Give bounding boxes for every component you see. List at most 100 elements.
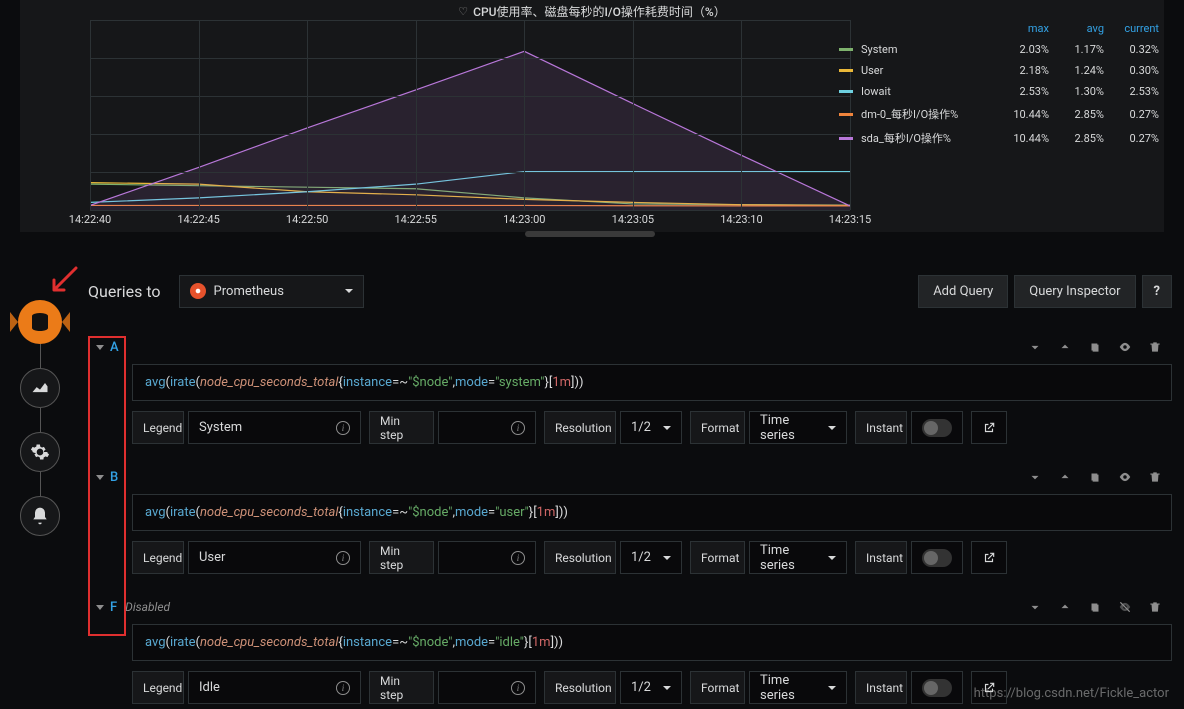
series-max: 2.18% bbox=[994, 64, 1049, 77]
tab-alert[interactable] bbox=[20, 496, 60, 536]
query-expression-input[interactable]: avg(irate(node_cpu_seconds_total{instanc… bbox=[132, 624, 1172, 661]
query-row-header[interactable]: B bbox=[88, 466, 1172, 488]
collapse-caret-icon[interactable] bbox=[96, 475, 104, 480]
query-row: B avg(irate(node_cpu_seconds_total{insta… bbox=[88, 466, 1172, 574]
series-max: 10.44% bbox=[994, 132, 1049, 145]
chart-area[interactable]: 0%2.500%5.000%7.500%10.000%12.500% 14:22… bbox=[55, 20, 855, 225]
legend-col-max[interactable]: max bbox=[994, 22, 1049, 35]
trash-icon[interactable] bbox=[1148, 470, 1162, 484]
query-expression-input[interactable]: avg(irate(node_cpu_seconds_total{instanc… bbox=[132, 494, 1172, 531]
legend-row[interactable]: System 2.03% 1.17% 0.32% bbox=[839, 39, 1159, 60]
info-icon[interactable]: i bbox=[336, 551, 350, 565]
query-row-header[interactable]: F Disabled bbox=[88, 596, 1172, 618]
move-down-icon[interactable] bbox=[1028, 340, 1042, 354]
resolution-select[interactable]: 1/2 bbox=[620, 541, 682, 574]
info-icon[interactable]: i bbox=[511, 681, 525, 695]
legend-input[interactable]: Useri bbox=[188, 541, 361, 574]
move-up-icon[interactable] bbox=[1058, 340, 1072, 354]
move-up-icon[interactable] bbox=[1058, 600, 1072, 614]
series-avg: 2.85% bbox=[1049, 108, 1104, 121]
watermark: https://blog.csdn.net/Fickle_actor bbox=[974, 686, 1169, 701]
query-options-row: Legend Systemi Min step i Resolution 1/2… bbox=[132, 411, 1172, 444]
trash-icon[interactable] bbox=[1148, 340, 1162, 354]
x-tick: 14:23:00 bbox=[503, 213, 545, 226]
legend-swatch bbox=[839, 48, 853, 51]
format-select[interactable]: Time series bbox=[749, 541, 847, 574]
minstep-input[interactable]: i bbox=[438, 671, 536, 704]
format-select[interactable]: Time series bbox=[749, 671, 847, 704]
eye-icon[interactable] bbox=[1118, 470, 1132, 484]
minstep-input[interactable]: i bbox=[438, 411, 536, 444]
format-label: Format bbox=[690, 541, 745, 574]
trash-icon[interactable] bbox=[1148, 600, 1162, 614]
query-letter: A bbox=[110, 340, 119, 355]
instant-toggle[interactable] bbox=[911, 411, 963, 444]
caret-down-icon bbox=[663, 426, 671, 430]
legend-row[interactable]: User 2.18% 1.24% 0.30% bbox=[839, 60, 1159, 81]
legend-row[interactable]: Iowait 2.53% 1.30% 2.53% bbox=[839, 81, 1159, 102]
format-label: Format bbox=[690, 411, 745, 444]
help-button[interactable]: ? bbox=[1142, 275, 1172, 308]
legend-input[interactable]: Systemi bbox=[188, 411, 361, 444]
resolution-label: Resolution bbox=[544, 671, 616, 704]
graph-panel: ♡ CPU使用率、磁盘每秒的I/O操作耗费时间（%） 0%2.500%5.000… bbox=[20, 0, 1164, 232]
panel-title: CPU使用率、磁盘每秒的I/O操作耗费时间（%） bbox=[473, 3, 726, 20]
eye-off-icon[interactable] bbox=[1118, 600, 1132, 614]
datasource-select[interactable]: Prometheus bbox=[179, 275, 364, 308]
move-up-icon[interactable] bbox=[1058, 470, 1072, 484]
caret-down-icon bbox=[828, 556, 836, 560]
series-current: 2.53% bbox=[1104, 85, 1159, 98]
caret-down-icon bbox=[828, 686, 836, 690]
legend-col-current[interactable]: current bbox=[1104, 22, 1159, 35]
legend-input[interactable]: Idlei bbox=[188, 671, 361, 704]
eye-icon[interactable] bbox=[1118, 340, 1132, 354]
series-max: 2.53% bbox=[994, 85, 1049, 98]
x-tick: 14:22:55 bbox=[394, 213, 436, 226]
move-down-icon[interactable] bbox=[1028, 600, 1042, 614]
add-query-button[interactable]: Add Query bbox=[918, 275, 1008, 308]
series-current: 0.32% bbox=[1104, 43, 1159, 56]
info-icon[interactable]: i bbox=[336, 421, 350, 435]
info-icon[interactable]: i bbox=[511, 551, 525, 565]
minstep-label: Min step bbox=[369, 411, 434, 444]
tab-queries[interactable] bbox=[18, 300, 62, 344]
info-icon[interactable]: i bbox=[336, 681, 350, 695]
resolution-select[interactable]: 1/2 bbox=[620, 671, 682, 704]
instant-toggle[interactable] bbox=[911, 541, 963, 574]
disabled-label: Disabled bbox=[125, 600, 170, 614]
legend-col-avg[interactable]: avg bbox=[1049, 22, 1104, 35]
legend-row[interactable]: sda_每秒I/O操作% 10.44% 2.85% 0.27% bbox=[839, 126, 1159, 150]
minstep-input[interactable]: i bbox=[438, 541, 536, 574]
legend-table: max avg current System 2.03% 1.17% 0.32%… bbox=[839, 22, 1159, 150]
series-avg: 1.30% bbox=[1049, 85, 1104, 98]
editor-sidebar bbox=[10, 300, 70, 536]
x-tick: 14:22:45 bbox=[177, 213, 219, 226]
duplicate-icon[interactable] bbox=[1088, 340, 1102, 354]
tab-general[interactable] bbox=[20, 432, 60, 472]
series-name: sda_每秒I/O操作% bbox=[861, 130, 994, 146]
query-row-header[interactable]: A bbox=[88, 336, 1172, 358]
move-down-icon[interactable] bbox=[1028, 470, 1042, 484]
query-expression-input[interactable]: avg(irate(node_cpu_seconds_total{instanc… bbox=[132, 364, 1172, 401]
series-avg: 2.85% bbox=[1049, 132, 1104, 145]
format-select[interactable]: Time series bbox=[749, 411, 847, 444]
instant-toggle[interactable] bbox=[911, 671, 963, 704]
query-options-row: Legend Useri Min step i Resolution 1/2 F… bbox=[132, 541, 1172, 574]
query-header: Queries to Prometheus Add Query Query In… bbox=[88, 268, 1172, 314]
external-link-button[interactable] bbox=[971, 411, 1007, 444]
external-link-button[interactable] bbox=[971, 541, 1007, 574]
query-inspector-button[interactable]: Query Inspector bbox=[1014, 275, 1135, 308]
x-tick: 14:22:40 bbox=[69, 213, 111, 226]
collapse-caret-icon[interactable] bbox=[96, 605, 104, 610]
tab-visualization[interactable] bbox=[20, 368, 60, 408]
legend-swatch bbox=[839, 113, 853, 116]
query-row: A avg(irate(node_cpu_seconds_total{insta… bbox=[88, 336, 1172, 444]
duplicate-icon[interactable] bbox=[1088, 600, 1102, 614]
legend-row[interactable]: dm-0_每秒I/O操作% 10.44% 2.85% 0.27% bbox=[839, 102, 1159, 126]
info-icon[interactable]: i bbox=[511, 421, 525, 435]
heart-icon: ♡ bbox=[458, 5, 468, 18]
resolution-select[interactable]: 1/2 bbox=[620, 411, 682, 444]
duplicate-icon[interactable] bbox=[1088, 470, 1102, 484]
instant-label: Instant bbox=[855, 671, 907, 704]
collapse-caret-icon[interactable] bbox=[96, 345, 104, 350]
